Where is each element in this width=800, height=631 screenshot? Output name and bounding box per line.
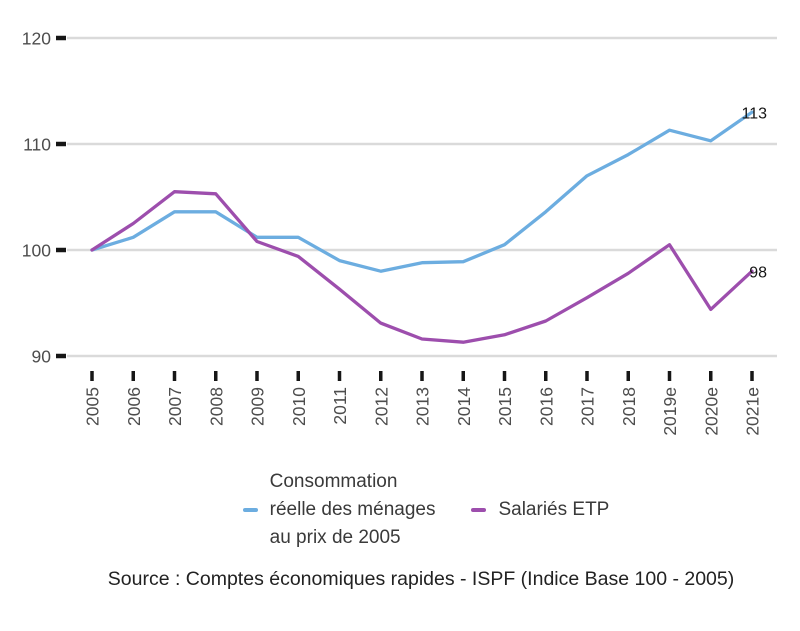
x-axis-label: 2014 bbox=[454, 387, 474, 426]
series-line-1 bbox=[90, 190, 754, 344]
x-axis-label: 2005 bbox=[83, 387, 103, 426]
legend-label-consommation: Consommation réelle des ménages au prix … bbox=[270, 468, 436, 552]
x-axis-label: 2020e bbox=[701, 387, 721, 436]
legend-item-consommation: Consommation réelle des ménages au prix … bbox=[242, 468, 436, 552]
y-axis-label: 100 bbox=[22, 241, 51, 261]
x-axis-label: 2012 bbox=[371, 387, 391, 426]
x-axis-label: 2015 bbox=[495, 387, 515, 426]
x-axis-label: 2021e bbox=[743, 387, 763, 436]
x-axis-label: 2009 bbox=[248, 387, 268, 426]
x-axis-label: 2018 bbox=[619, 387, 639, 426]
x-axis-label: 2017 bbox=[578, 387, 598, 426]
source-caption: Source : Comptes économiques rapides - I… bbox=[107, 568, 735, 590]
legend-label-line: Consommation bbox=[269, 471, 398, 492]
x-axis-label: 2013 bbox=[413, 387, 433, 426]
legend-label-line: au prix de 2005 bbox=[269, 527, 401, 548]
series-line-0 bbox=[90, 110, 754, 273]
legend-label-salaries-etp: Salariés ETP bbox=[498, 496, 609, 524]
series-end-value-label: 113 bbox=[741, 106, 767, 123]
x-axis-label: 2011 bbox=[330, 387, 350, 425]
legend-swatch-salaries-etp-icon bbox=[471, 508, 487, 512]
legend-label-line: Salariés ETP bbox=[498, 499, 610, 520]
x-axis-label: 2010 bbox=[289, 387, 309, 426]
chart-legend: Consommation réelle des ménages au prix … bbox=[0, 468, 800, 552]
legend-item-salaries-etp: Salariés ETP bbox=[471, 496, 609, 524]
x-axis-label: 2016 bbox=[536, 387, 556, 426]
series-end-value-label: 98 bbox=[749, 265, 767, 282]
legend-swatch-consommation-icon bbox=[242, 508, 258, 512]
chart-svg: 120 110 100 90 2005 2006 2007 2008 2009 2010 2011 2… bbox=[22, 29, 777, 436]
x-axis-label: 2006 bbox=[124, 387, 144, 426]
x-axis-label: 2019e bbox=[660, 387, 680, 436]
legend-label-line: réelle des ménages bbox=[269, 499, 436, 520]
x-axis-label: 2008 bbox=[206, 387, 226, 426]
y-axis-label: 120 bbox=[22, 29, 51, 49]
y-axis-label: 110 bbox=[23, 135, 51, 155]
x-axis-label: 2007 bbox=[165, 387, 185, 426]
y-axis-label: 90 bbox=[32, 347, 52, 367]
